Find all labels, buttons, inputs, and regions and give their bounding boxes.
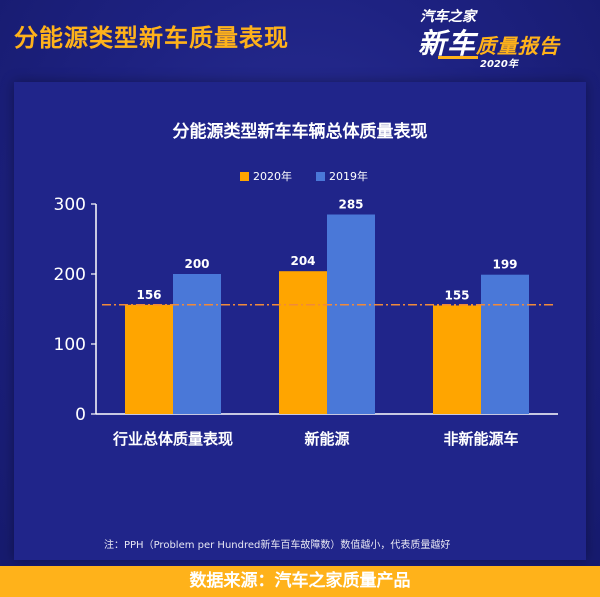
bar-value-label: 155 <box>444 289 469 303</box>
y-tick-label: 0 <box>75 405 86 425</box>
brand-logo: 汽车之家 新车质量报告 2020年 <box>418 4 588 70</box>
brand-year: 2020年 <box>480 59 518 70</box>
bar-value-label: 199 <box>492 258 517 272</box>
page-title: 分能源类型新车质量表现 <box>14 24 289 52</box>
footnote: 注：PPH（Problem per Hundred新车百车故障数）数值越小，代表… <box>104 540 451 551</box>
y-tick-label: 300 <box>54 195 86 215</box>
brand-line1: 汽车之家 <box>420 9 476 25</box>
brand-underline <box>438 56 478 59</box>
legend-label: 2019年 <box>329 169 368 183</box>
x-category-label: 行业总体质量表现 <box>112 430 233 448</box>
data-source-footer: 数据来源：汽车之家质量产品 <box>0 566 600 597</box>
brand-line2b: 质量报告 <box>476 34 561 58</box>
legend-label: 2020年 <box>253 169 292 183</box>
bar <box>279 271 327 414</box>
legend-swatch <box>316 172 325 181</box>
bar-value-label: 285 <box>338 198 363 212</box>
brand-line2a: 新车 <box>418 27 477 60</box>
bar-value-label: 156 <box>136 288 161 302</box>
bar <box>433 305 481 414</box>
brand-line2: 新车质量报告 <box>418 22 560 62</box>
bar <box>173 274 221 414</box>
bar <box>327 214 375 414</box>
bar <box>481 274 529 414</box>
y-tick-label: 100 <box>54 335 86 355</box>
legend-swatch <box>240 172 249 181</box>
x-category-label: 非新能源车 <box>443 430 518 448</box>
bar-value-label: 204 <box>290 254 315 268</box>
x-category-label: 新能源 <box>304 430 349 448</box>
chart-title: 分能源类型新车车辆总体质量表现 <box>172 122 428 142</box>
bar <box>125 304 173 414</box>
bar-value-label: 200 <box>184 257 209 271</box>
y-tick-label: 200 <box>54 265 86 285</box>
